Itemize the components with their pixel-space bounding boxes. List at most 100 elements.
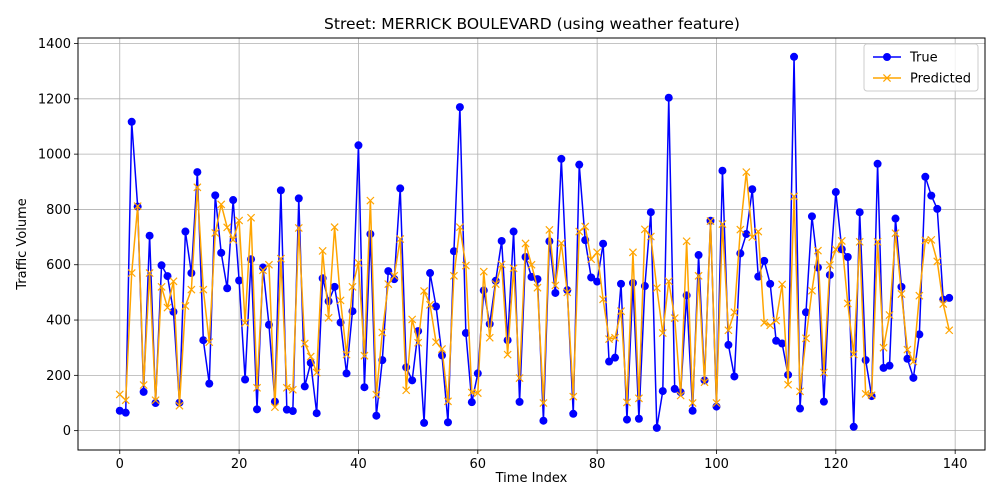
data-point-predicted: [628, 248, 637, 257]
data-point-predicted: [587, 255, 596, 264]
data-point-true: [169, 307, 178, 316]
data-point-predicted: [712, 398, 721, 408]
data-point-predicted: [754, 227, 763, 236]
data-point-predicted: [306, 352, 315, 361]
data-point-predicted: [121, 396, 130, 405]
data-point-true: [294, 194, 303, 203]
data-point-true: [605, 357, 614, 366]
data-point-predicted: [760, 318, 769, 327]
data-point-predicted: [927, 235, 936, 244]
data-point-predicted: [432, 338, 441, 347]
data-point-predicted: [819, 368, 828, 377]
data-point-predicted: [318, 246, 327, 255]
data-point-true: [855, 208, 864, 217]
data-point-true: [688, 406, 697, 415]
data-point-true: [187, 269, 196, 278]
data-point-predicted: [897, 290, 906, 299]
data-point-predicted: [390, 271, 399, 280]
data-point-predicted: [873, 237, 882, 246]
data-point-predicted: [676, 391, 685, 400]
data-point-true: [873, 159, 882, 168]
data-point-predicted: [670, 314, 679, 323]
data-point-true: [181, 227, 190, 236]
data-point-true: [455, 103, 464, 112]
data-point-true: [139, 387, 148, 396]
data-point-true: [312, 409, 321, 418]
data-point-predicted: [688, 398, 697, 408]
data-point-predicted: [294, 223, 303, 232]
data-point-predicted: [742, 168, 751, 177]
data-point-predicted: [903, 345, 912, 354]
data-point-true: [670, 384, 679, 393]
data-point-true: [253, 405, 262, 414]
data-point-predicted: [682, 237, 691, 246]
data-point-predicted: [229, 235, 238, 244]
data-point-true: [282, 405, 291, 414]
data-point-true: [276, 186, 285, 195]
data-point-true: [831, 188, 840, 197]
data-point-predicted: [276, 254, 285, 263]
data-point-true: [885, 361, 894, 370]
data-point-true: [945, 293, 954, 302]
data-point-predicted: [479, 267, 488, 276]
data-point-true: [766, 279, 775, 288]
data-point-true: [551, 288, 560, 297]
data-point-true: [760, 256, 769, 265]
data-point-predicted: [551, 281, 560, 290]
data-point-true: [354, 141, 363, 150]
data-point-true: [861, 356, 870, 365]
data-point-true: [575, 160, 584, 169]
data-point-true: [205, 379, 214, 388]
data-point-true: [199, 336, 208, 345]
data-point-true: [449, 247, 458, 256]
y-tick-label: 1000: [38, 148, 71, 163]
data-point-predicted: [324, 313, 333, 322]
data-point-predicted: [879, 343, 888, 352]
data-point-predicted: [187, 285, 196, 294]
data-point-predicted: [175, 401, 184, 410]
data-point-predicted: [945, 326, 954, 335]
legend: True Predicted: [863, 43, 979, 92]
data-point-predicted: [652, 283, 661, 292]
data-point-predicted: [348, 282, 357, 291]
data-point-predicted: [616, 307, 626, 316]
data-point-true: [360, 383, 369, 392]
data-point-predicted: [145, 269, 154, 278]
data-point-predicted: [449, 271, 458, 280]
y-tick-label: 800: [46, 203, 71, 218]
data-point-predicted: [778, 280, 787, 289]
data-point-predicted: [503, 350, 512, 359]
data-point-predicted: [694, 271, 703, 280]
data-point-predicted: [211, 228, 220, 237]
y-tick-label: 400: [46, 314, 71, 329]
data-point-predicted: [622, 398, 631, 407]
data-point-predicted: [169, 277, 178, 286]
series-predicted: [115, 168, 954, 412]
data-point-predicted: [336, 296, 345, 305]
data-point-true: [420, 418, 429, 427]
data-point-predicted: [288, 385, 297, 394]
data-point-predicted: [264, 260, 273, 269]
data-point-predicted: [593, 248, 602, 257]
data-point-true: [634, 414, 643, 423]
data-point-predicted: [223, 223, 232, 232]
x-tick-label: 60: [470, 457, 487, 472]
data-point-true: [611, 353, 620, 362]
data-point-predicted: [909, 357, 918, 366]
data-point-predicted: [515, 374, 524, 383]
y-axis-label: Traffic Volume: [15, 198, 30, 291]
data-point-predicted: [282, 383, 291, 392]
data-point-true: [628, 278, 637, 287]
data-point-predicted: [646, 232, 655, 241]
data-point-true: [258, 263, 267, 272]
data-point-predicted: [437, 345, 447, 354]
data-point-predicted: [795, 387, 805, 396]
x-tick-label: 80: [589, 457, 606, 472]
data-point-predicted: [252, 383, 262, 392]
data-point-true: [515, 397, 524, 406]
data-point-predicted: [939, 299, 948, 309]
data-point-true: [790, 52, 799, 61]
data-point-true: [557, 154, 566, 163]
data-point-predicted: [426, 300, 435, 309]
data-point-true: [163, 272, 172, 281]
